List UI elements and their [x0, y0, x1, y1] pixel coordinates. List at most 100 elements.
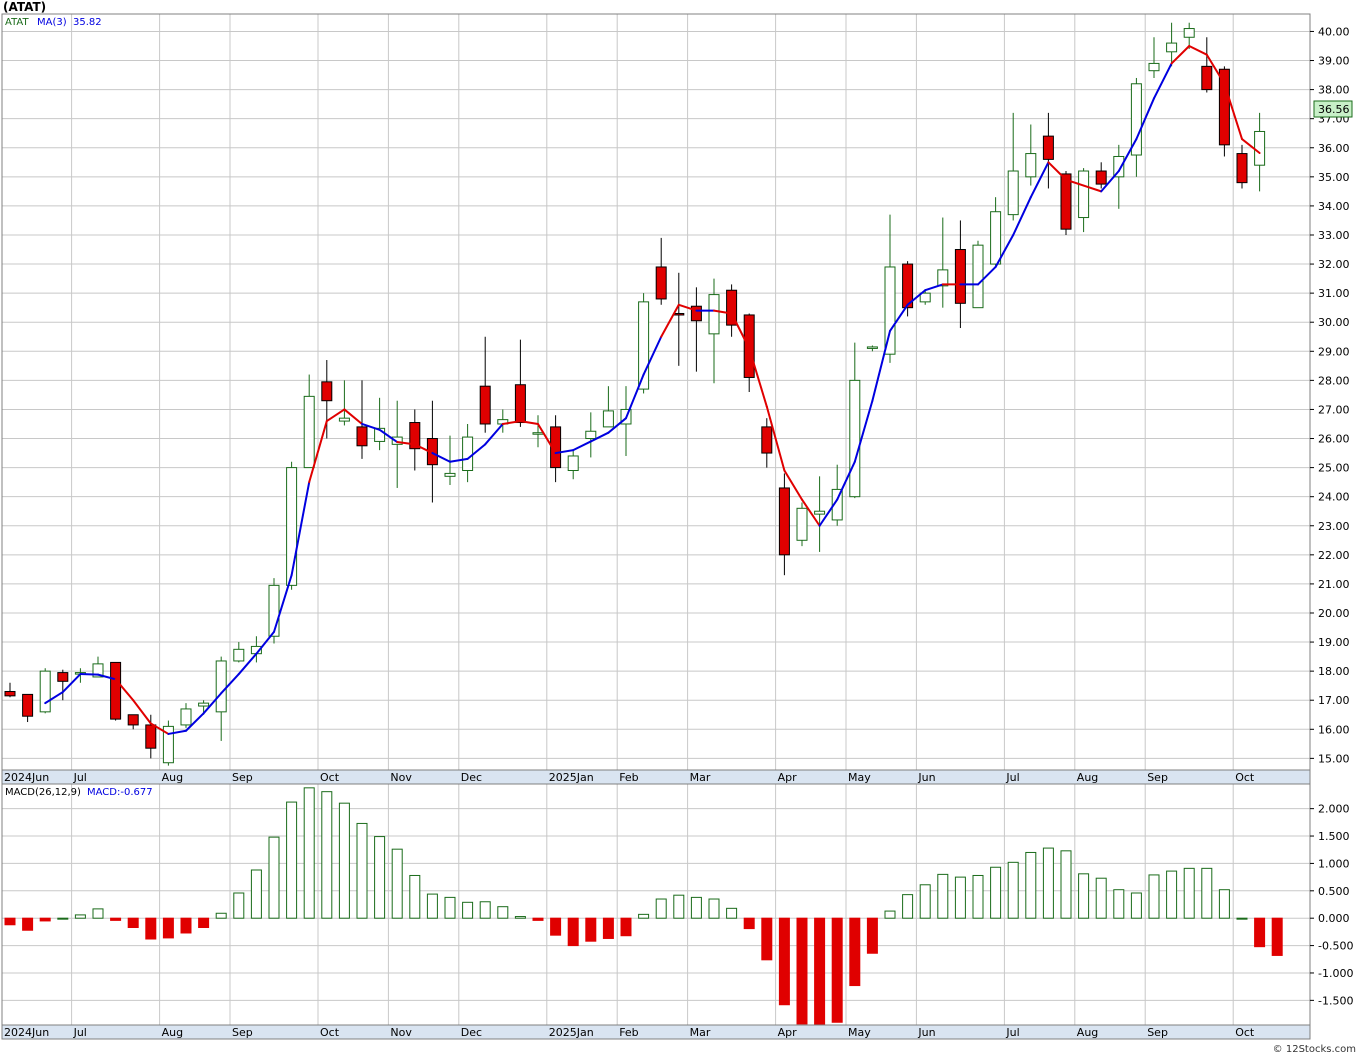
macd-bar	[655, 898, 667, 919]
candle	[514, 339, 526, 427]
price-tick-label: 30.00	[1318, 316, 1350, 329]
x-tick-label: Sep	[232, 771, 253, 784]
ma-segment	[801, 498, 821, 527]
ma-segment	[114, 678, 135, 702]
ma-segment	[1082, 184, 1103, 193]
candle	[4, 682, 16, 698]
ma-segment	[149, 722, 170, 735]
x-tick-label: 2024Jun	[4, 1026, 49, 1039]
ma-segment	[818, 498, 839, 527]
x-tick-label: Sep	[1147, 771, 1168, 784]
chart-title: (ATAT)	[3, 0, 46, 14]
candle	[1007, 112, 1019, 221]
x-tick-label: Oct	[320, 1026, 340, 1039]
macd-bar	[814, 917, 826, 1026]
candle	[22, 693, 34, 723]
macd-bar	[338, 802, 350, 919]
last-price-value: 36.56	[1318, 103, 1350, 116]
price-tick-label: 24.00	[1318, 491, 1350, 504]
candle	[180, 703, 192, 728]
candle	[1218, 66, 1230, 157]
candle	[1166, 22, 1178, 67]
footer-credit: © 12Stocks.com	[1273, 1044, 1356, 1055]
price-panel: 15.00 16.00 17.00 18.00 19.00 20.00 21.00 22.00…	[1, 13, 1353, 771]
macd-tick-label: -1.000	[1318, 967, 1353, 980]
candle	[303, 374, 315, 469]
candle	[831, 464, 843, 526]
ma-segment	[501, 420, 522, 425]
ma-segment	[61, 673, 82, 694]
candle	[1201, 37, 1213, 93]
price-tick-label: 36.00	[1318, 142, 1350, 155]
macd-bar	[1148, 874, 1160, 919]
candle	[638, 293, 650, 394]
macd-bar	[708, 898, 720, 919]
candle	[814, 476, 826, 552]
candle	[585, 412, 597, 458]
ma-segment	[308, 420, 328, 484]
ma-segment	[185, 712, 205, 732]
macd-bar	[321, 791, 333, 919]
ma-segment	[255, 630, 275, 655]
ma-segment	[1065, 178, 1085, 187]
candle	[162, 720, 174, 766]
ma-segment	[642, 335, 663, 376]
macd-tick-label: 1.500	[1318, 830, 1350, 843]
macd-bar	[1254, 917, 1266, 948]
x-tick-label: 2025Jan	[549, 771, 594, 784]
macd-bar	[1271, 917, 1283, 956]
ma-segment	[519, 420, 539, 425]
moving-average-line	[44, 44, 1261, 735]
candle	[92, 656, 104, 678]
price-tick-label: 21.00	[1318, 578, 1350, 591]
macd-bar	[673, 894, 685, 919]
ma-segment	[413, 443, 434, 455]
ma-segment	[237, 652, 258, 676]
candle	[1148, 37, 1160, 78]
macd-bar	[497, 906, 509, 919]
macd-bar	[198, 917, 210, 929]
price-tick-label: 34.00	[1318, 200, 1350, 213]
x-tick-label: Apr	[778, 771, 798, 784]
x-tick-label: Feb	[619, 771, 638, 784]
ma-segment	[449, 457, 469, 463]
ma-segment	[1117, 138, 1138, 173]
price-tick-label: 40.00	[1318, 25, 1350, 38]
candle	[1078, 168, 1090, 233]
ma-segment	[132, 699, 152, 725]
macd-bar	[990, 866, 1002, 919]
ma-segment	[977, 265, 997, 286]
candle	[884, 214, 896, 363]
candle	[567, 450, 579, 480]
candle	[356, 380, 368, 459]
x-tick-label: Jul	[73, 771, 87, 784]
macd-bar	[514, 916, 526, 919]
macd-bar	[849, 917, 861, 987]
candle	[268, 578, 280, 644]
price-tick-label: 31.00	[1318, 287, 1350, 300]
macd-bar	[1113, 889, 1125, 919]
macd-bar	[22, 917, 34, 931]
candle	[866, 345, 878, 352]
last-price-tag: 36.56	[1313, 100, 1353, 118]
ma-segment	[994, 233, 1015, 268]
macd-bar	[585, 917, 597, 942]
macd-bar	[4, 917, 16, 926]
ma-segment	[273, 574, 293, 633]
macd-bar	[391, 848, 403, 919]
ma-segment	[607, 417, 627, 434]
macd-bar	[620, 917, 632, 937]
x-tick-label: Apr	[778, 1026, 798, 1039]
macd-bar	[602, 917, 614, 939]
macd-tick-label: -0.500	[1318, 940, 1353, 953]
x-tick-label: Sep	[1147, 1026, 1168, 1039]
ma-segment	[361, 422, 381, 431]
candle	[1095, 162, 1107, 189]
ma-segment	[396, 441, 416, 446]
candle	[796, 502, 808, 547]
ma-segment	[1188, 44, 1208, 56]
price-tick-label: 16.00	[1318, 723, 1350, 736]
macd-bar	[250, 869, 262, 919]
macd-tick-label: -1.500	[1318, 994, 1353, 1007]
macd-bar	[1183, 867, 1195, 919]
